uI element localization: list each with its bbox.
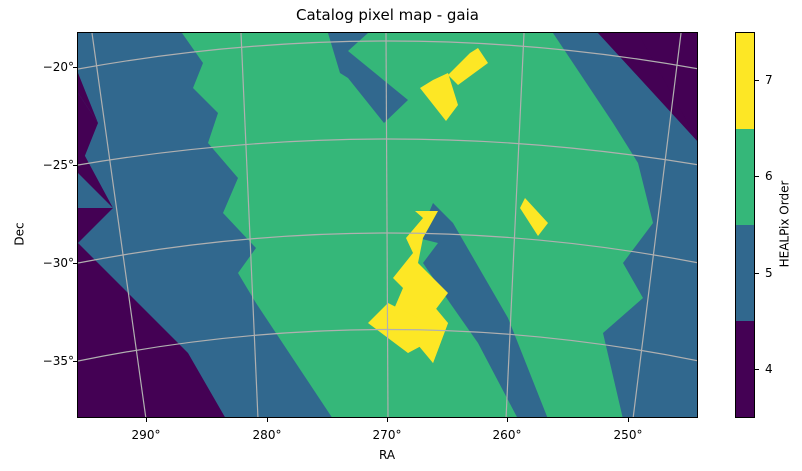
x-tick-label: 260° xyxy=(492,428,522,442)
colorbar-tick-mark xyxy=(755,176,759,177)
colorbar xyxy=(735,32,755,418)
x-tick-mark xyxy=(146,418,147,422)
y-tick-mark xyxy=(73,165,77,166)
healpix-map xyxy=(78,33,697,417)
y-axis-label: Dec xyxy=(12,222,27,246)
colorbar-tick-label: 7 xyxy=(765,73,773,87)
colorbar-segment-6 xyxy=(736,129,754,225)
x-tick-mark xyxy=(267,418,268,422)
y-tick-mark xyxy=(73,263,77,264)
colorbar-segment-7 xyxy=(736,33,754,129)
x-tick-label: 290° xyxy=(131,428,161,442)
chart-title: Catalog pixel map - gaia xyxy=(296,6,479,24)
colorbar-tick-label: 6 xyxy=(765,169,773,183)
colorbar-label: HEALPix Order xyxy=(777,180,792,268)
y-tick-mark xyxy=(73,67,77,68)
y-tick-label: −30° xyxy=(42,256,74,270)
x-tick-mark xyxy=(387,418,388,422)
x-tick-label: 280° xyxy=(252,428,282,442)
x-tick-label: 270° xyxy=(372,428,402,442)
plot-area xyxy=(77,32,698,418)
x-tick-mark xyxy=(628,418,629,422)
colorbar-tick-mark xyxy=(755,80,759,81)
colorbar-tick-mark xyxy=(755,369,759,370)
x-tick-mark xyxy=(507,418,508,422)
colorbar-segment-5 xyxy=(736,225,754,321)
x-tick-label: 250° xyxy=(613,428,643,442)
colorbar-segment-4 xyxy=(736,321,754,417)
y-tick-label: −25° xyxy=(42,158,74,172)
colorbar-tick-mark xyxy=(755,273,759,274)
y-tick-mark xyxy=(73,361,77,362)
y-tick-label: −20° xyxy=(42,60,74,74)
y-tick-label: −35° xyxy=(42,354,74,368)
colorbar-tick-label: 5 xyxy=(765,266,773,280)
colorbar-tick-label: 4 xyxy=(765,362,773,376)
x-axis-label: RA xyxy=(378,448,396,462)
